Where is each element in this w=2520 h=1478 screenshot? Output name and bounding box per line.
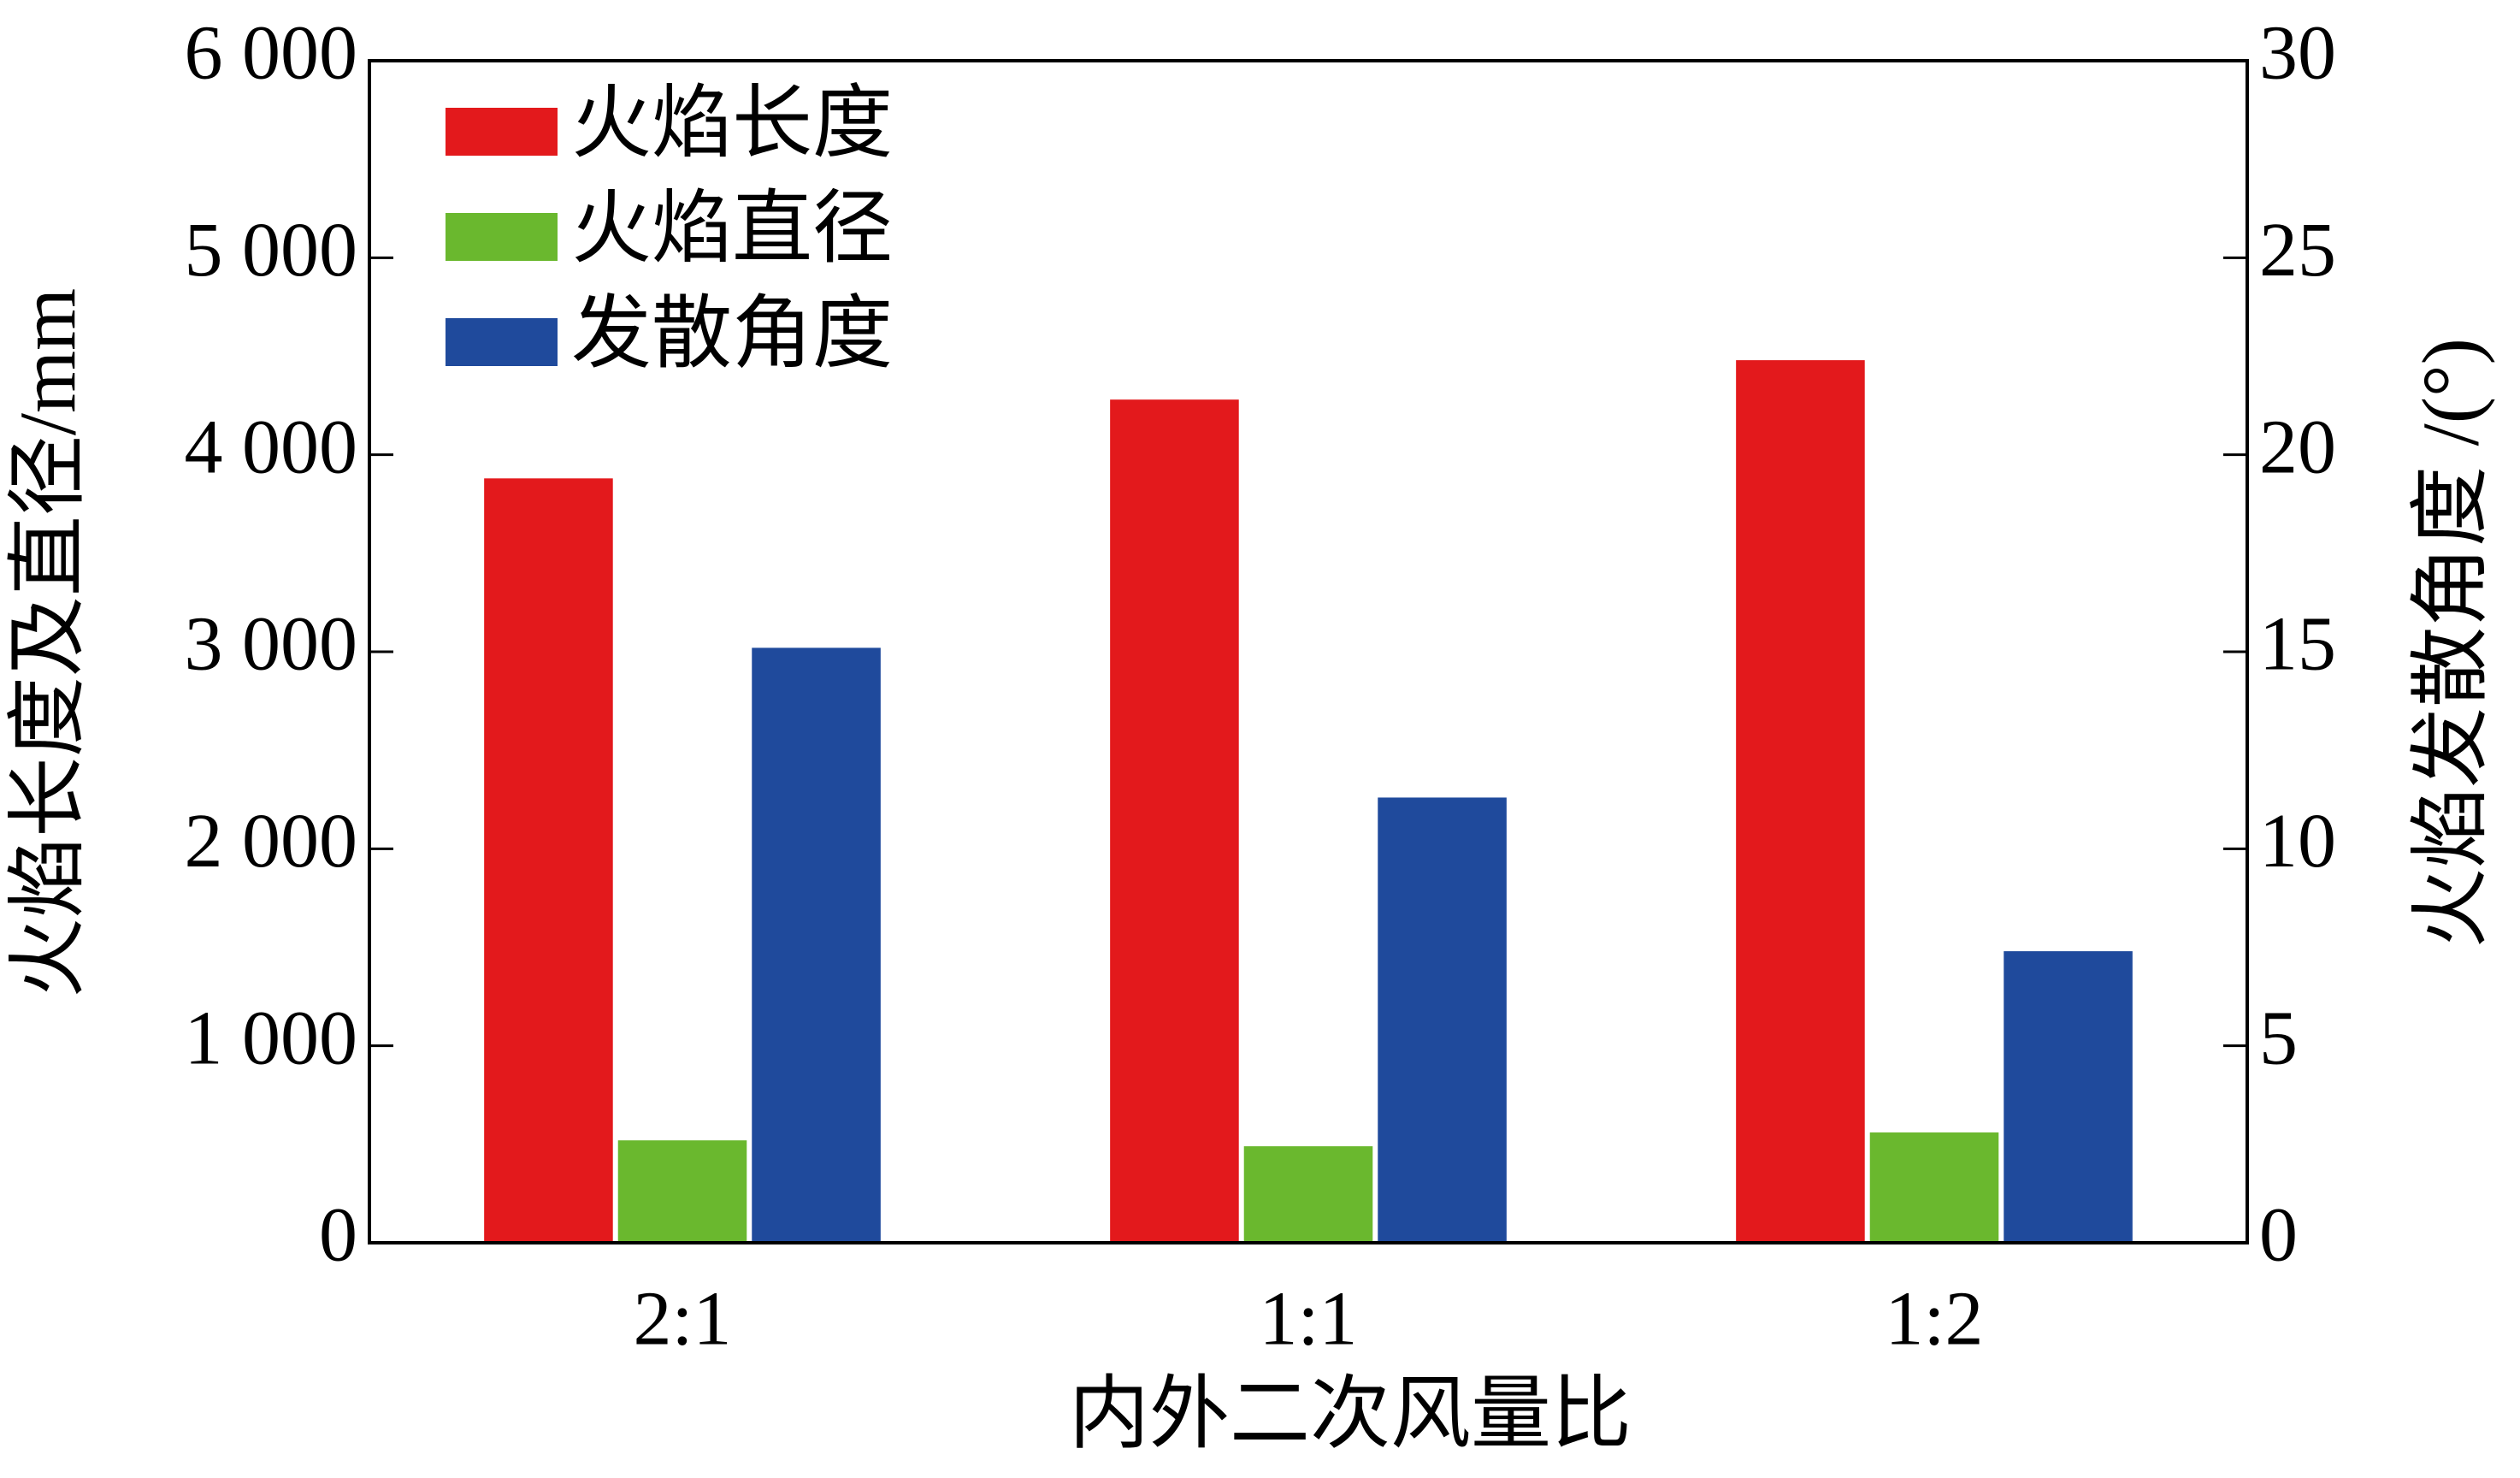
y2-tick-label: 0 bbox=[2259, 1193, 2298, 1278]
bar bbox=[1243, 1146, 1373, 1243]
x-tick-label: 1:1 bbox=[1259, 1277, 1357, 1362]
y-tick-label: 0 bbox=[319, 1193, 357, 1278]
legend-swatch bbox=[446, 213, 558, 261]
y2-tick-label: 15 bbox=[2259, 602, 2336, 687]
legend-swatch bbox=[446, 108, 558, 156]
x-axis-title: 内外二次风量比 bbox=[1069, 1370, 1632, 1459]
y-tick-label: 5 000 bbox=[185, 208, 358, 293]
y-tick-label: 3 000 bbox=[185, 602, 358, 687]
legend-label: 火焰直径 bbox=[571, 185, 893, 274]
plot-frame bbox=[368, 59, 2249, 1244]
legend-swatch bbox=[446, 318, 558, 366]
bar bbox=[2004, 951, 2133, 1243]
y-tick-label: 2 000 bbox=[185, 799, 358, 884]
y-tick-label: 4 000 bbox=[185, 405, 358, 489]
x-tick-label: 2:1 bbox=[633, 1277, 731, 1362]
bar bbox=[617, 1140, 747, 1243]
y2-tick-label: 10 bbox=[2259, 799, 2336, 884]
y-axis-title: 火焰长度及直径/mm bbox=[4, 288, 93, 998]
bar bbox=[1736, 360, 1865, 1243]
bar bbox=[1869, 1132, 1999, 1243]
x-tick-label: 1:2 bbox=[1885, 1277, 1983, 1362]
bar bbox=[752, 647, 881, 1243]
y-tick-label: 6 000 bbox=[185, 11, 358, 96]
y2-tick-label: 20 bbox=[2259, 405, 2336, 489]
bar bbox=[1378, 797, 1507, 1243]
bar bbox=[484, 478, 613, 1243]
y2-tick-label: 25 bbox=[2259, 208, 2336, 293]
y2-axis-title: 火焰发散角度 /(°) bbox=[2407, 338, 2496, 949]
y2-tick-label: 5 bbox=[2259, 996, 2298, 1080]
legend-label: 发散角度 bbox=[571, 290, 893, 379]
y2-tick-label: 30 bbox=[2259, 11, 2336, 96]
legend-label: 火焰长度 bbox=[571, 80, 893, 168]
bar bbox=[1110, 399, 1239, 1243]
y-tick-label: 1 000 bbox=[185, 996, 358, 1080]
